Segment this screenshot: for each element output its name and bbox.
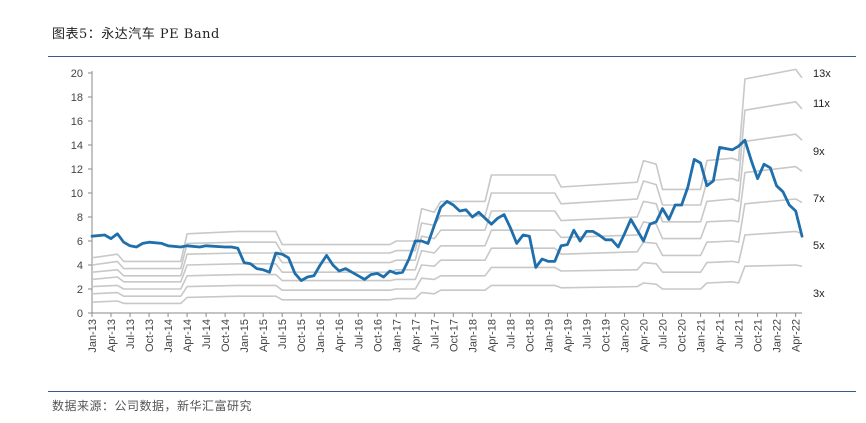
x-tick-label: Apr-22: [791, 319, 803, 352]
y-tick-label: 20: [71, 68, 83, 80]
x-tick-label: Jul-17: [429, 319, 441, 349]
y-tick-label: 12: [71, 164, 83, 176]
pe-band-line-1: [91, 264, 803, 305]
multiple-label: 13x: [813, 68, 831, 80]
multiple-label: 5x: [813, 240, 825, 252]
x-tick-label: Jan-15: [239, 319, 251, 353]
x-tick-label: Jan-22: [772, 319, 784, 353]
y-tick-label: 8: [77, 212, 83, 224]
bottom-rule: [48, 391, 856, 392]
x-tick-label: Jul-14: [201, 319, 213, 349]
source-note: 数据来源：公司数据，新华汇富研究: [52, 399, 253, 413]
x-tick-label: Oct-13: [144, 319, 156, 352]
x-tick-label: Jul-20: [658, 319, 670, 349]
x-tick-label: Oct-21: [753, 319, 765, 352]
pe-band-line-2: [91, 230, 803, 297]
price-line: [90, 138, 804, 282]
x-tick-label: Apr-17: [410, 319, 422, 352]
multiple-label: 11x: [813, 98, 830, 110]
x-tick-label: Apr-16: [334, 319, 346, 352]
top-rule: [48, 56, 856, 57]
pe-band-line-6: [91, 101, 803, 270]
pe-band-line-4: [91, 165, 803, 283]
x-tick-label: Jul-21: [734, 319, 746, 349]
y-tick-label: 6: [77, 236, 83, 248]
pe-band-line-7: [91, 68, 803, 263]
chart-title: 图表5：永达汽车 PE Band: [52, 27, 220, 42]
x-tick-label: Jan-18: [467, 319, 479, 353]
x-tick-label: Apr-21: [715, 319, 727, 352]
pe-band-line-5: [91, 133, 803, 277]
x-tick-label: Apr-15: [258, 319, 270, 352]
x-tick-label: Jul-19: [581, 319, 593, 349]
x-tick-label: Oct-19: [600, 319, 612, 352]
x-tick-label: Oct-16: [372, 319, 384, 352]
multiple-label: 9x: [813, 146, 825, 158]
pe-band-lines: [91, 68, 803, 305]
x-tick-label: Oct-15: [296, 319, 308, 352]
x-tick-label: Jul-18: [505, 319, 517, 349]
x-tick-label: Jan-17: [391, 319, 403, 353]
x-tick-label: Jan-20: [620, 319, 632, 353]
multiple-labels: 13x 11x 9x 7x 5x 3x: [813, 68, 831, 300]
x-tick-label: Jan-16: [315, 319, 327, 353]
y-tick-label: 10: [71, 188, 83, 200]
y-tick-label: 16: [71, 116, 83, 128]
y-tick-label: 4: [77, 260, 83, 272]
x-tick-label: Apr-14: [182, 319, 194, 352]
x-tick-label: Apr-19: [562, 319, 574, 352]
x-tick-label: Oct-14: [220, 319, 232, 352]
pe-band-line-3: [91, 198, 803, 290]
x-tick-label: Apr-13: [106, 319, 118, 352]
x-tick-label: Jan-19: [543, 319, 555, 353]
x-tick-label: Apr-18: [486, 319, 498, 352]
x-tick-label: Jul-16: [353, 319, 365, 349]
multiple-label: 3x: [813, 288, 825, 300]
x-tick-label: Apr-20: [639, 319, 651, 352]
y-tick-label: 0: [77, 308, 83, 320]
x-tick-label: Jan-21: [696, 319, 708, 353]
price-series: [90, 138, 804, 282]
x-tick-label: Oct-17: [448, 319, 460, 352]
y-tick-label: 18: [71, 92, 83, 104]
x-tick-label: Jul-13: [125, 319, 137, 349]
x-tick-label: Jul-15: [277, 319, 289, 349]
x-tick-label: Oct-20: [677, 319, 689, 352]
x-tick-label: Jan-13: [87, 319, 99, 353]
x-tick-label: Oct-18: [524, 319, 536, 352]
chart-axes: 0 2 4 6 8 10 12 14 16 18 20 Jan-13 Apr-13 Jul-13 Oct-1…: [71, 68, 803, 353]
x-tick-label: Jan-14: [163, 319, 175, 353]
multiple-label: 7x: [813, 193, 825, 205]
y-tick-label: 2: [77, 284, 83, 296]
y-tick-label: 14: [71, 140, 83, 152]
